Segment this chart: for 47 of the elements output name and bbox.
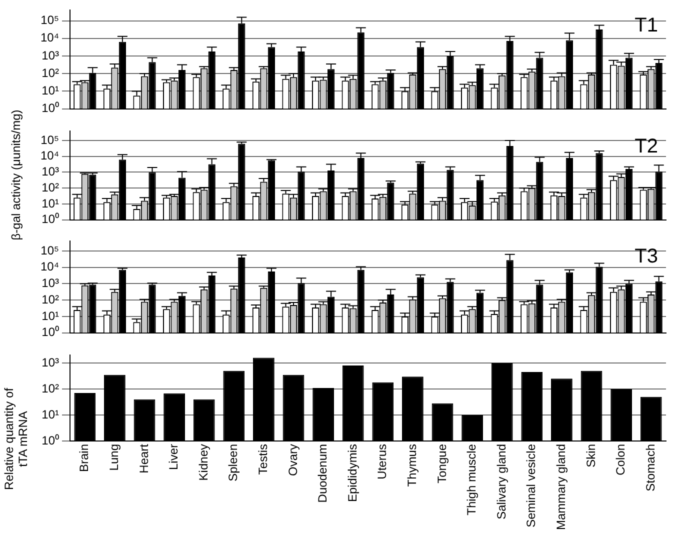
y-tick-label: 10⁰ <box>42 101 59 116</box>
y-tick-label: 10² <box>42 292 60 306</box>
x-tick-label: Duodenum <box>316 444 330 503</box>
x-tick-label: Liver <box>166 444 181 470</box>
x-tick-label: Skin <box>584 444 598 468</box>
x-tick-label: Thymus <box>405 444 420 487</box>
y-tick-label: 10² <box>42 66 60 80</box>
y-tick-label: 10² <box>42 180 60 194</box>
x-tick-label: Uterus <box>375 444 390 480</box>
y-tick-label: 10¹ <box>42 84 60 98</box>
chart-title: T2 <box>634 136 658 158</box>
x-tick-label: Kidney <box>196 444 210 481</box>
x-tick-label: Ovary <box>286 444 300 476</box>
chart-title: T1 <box>634 14 658 37</box>
x-tick-label: Colon <box>614 444 628 476</box>
y-axis-title: Relative quantity of tTA mRNA <box>2 386 30 492</box>
y-tick-label: 10⁴ <box>40 148 59 163</box>
x-tick-label: Tongue <box>434 444 449 484</box>
y-tick-label: 10¹ <box>42 308 60 323</box>
y-tick-label: 10³ <box>42 48 60 62</box>
x-tick-label: Mammary gland <box>554 444 568 530</box>
y-tick-label: 10² <box>42 381 60 396</box>
y-tick-label: 10⁰ <box>42 212 59 226</box>
y-axis-title: β-gal activity (μunits/mg) <box>9 109 23 240</box>
x-tick-label: Testis <box>256 444 270 475</box>
y-tick-label: 10⁴ <box>40 30 59 45</box>
x-tick-label: Spleen <box>226 444 240 482</box>
x-tick-label: Brain <box>77 444 92 472</box>
x-tick-label: Epididymis <box>345 444 360 502</box>
y-tick-label: 10¹ <box>42 196 60 210</box>
y-tick-label: 10⁰ <box>42 325 59 340</box>
chart-title: T3 <box>634 246 658 268</box>
x-tick-label: Heart <box>136 443 151 474</box>
y-tick-label: 10³ <box>42 276 60 290</box>
x-tick-label: Lung <box>107 444 122 471</box>
y-tick-label: 10¹ <box>42 407 60 422</box>
y-tick-label: 10⁴ <box>40 260 59 274</box>
y-tick-label: 10³ <box>42 164 60 179</box>
y-tick-label: 10³ <box>42 355 60 370</box>
y-tick-label: 10⁵ <box>40 13 60 28</box>
x-tick-label: Thigh muscle <box>464 444 479 516</box>
x-tick-label: Seminal vesicle <box>524 444 538 528</box>
y-tick-label: 10⁵ <box>40 132 60 147</box>
x-tick-label: Salivary gland <box>494 444 508 520</box>
x-tick-label: Stomach <box>643 444 658 492</box>
y-tick-label: 10⁰ <box>42 433 59 448</box>
y-tick-label: 10⁵ <box>40 243 60 258</box>
